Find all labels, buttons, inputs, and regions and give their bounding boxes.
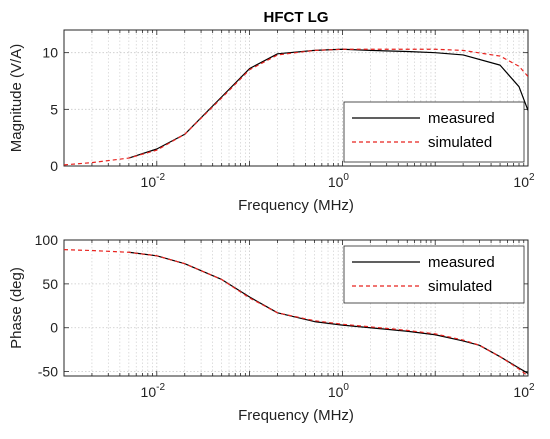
series-line-simulated (64, 48, 528, 166)
x-tick-label: 102 (513, 172, 535, 190)
chart-title: HFCT LG (264, 9, 329, 26)
legend-box (343, 101, 525, 163)
y-tick-label: 100 (35, 232, 59, 248)
x-tick-label: 10-2 (141, 172, 166, 190)
chart-1: 10-2 100 102 -50 0 50 100 Frequency (MHz) Phase … (8, 232, 535, 424)
axes-box (63, 29, 529, 167)
y-tick-label: 10 (42, 45, 58, 61)
legend: measured simulated (343, 245, 525, 304)
x-tick-label: 10-2 (141, 382, 166, 400)
y-axis-label: Magnitude (V/A) (8, 44, 25, 152)
x-axis-label: Frequency (MHz) (238, 197, 354, 214)
ticks (63, 30, 529, 167)
legend-box (343, 245, 525, 304)
ticks (63, 239, 529, 376)
x-tick-label: 100 (328, 172, 350, 190)
legend-label-simulated: simulated (428, 134, 492, 151)
x-axis-label: Frequency (MHz) (238, 407, 354, 424)
series-group (64, 48, 528, 166)
series-line-simulated (64, 249, 528, 376)
y-tick-label: 0 (50, 320, 58, 336)
series-group (64, 249, 528, 376)
y-tick-label: 5 (50, 101, 58, 117)
x-tick-label: 100 (328, 382, 350, 400)
axes-box (63, 239, 529, 377)
y-tick-label: -50 (38, 364, 58, 380)
grid (64, 240, 528, 376)
legend-label-simulated: simulated (428, 278, 492, 295)
y-tick-label: 50 (42, 276, 58, 292)
x-tick-label: 102 (513, 382, 535, 400)
legend: measured simulated (343, 101, 525, 163)
legend-label-measured: measured (428, 254, 495, 271)
y-tick-label: 0 (50, 158, 58, 174)
y-axis-label: Phase (deg) (8, 267, 25, 349)
legend-label-measured: measured (428, 110, 495, 127)
chart-0: 10-2 100 102 0 5 10 Frequency (MHz) Magnitude (… (8, 9, 535, 214)
